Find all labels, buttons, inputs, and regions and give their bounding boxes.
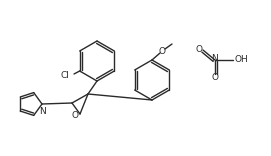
- Text: Cl: Cl: [60, 71, 69, 80]
- Text: O: O: [211, 73, 218, 83]
- Text: N: N: [39, 107, 46, 115]
- Text: O: O: [195, 44, 202, 54]
- Text: OH: OH: [234, 54, 248, 63]
- Text: O: O: [72, 110, 79, 119]
- Text: O: O: [159, 46, 166, 56]
- Text: N: N: [212, 54, 218, 63]
